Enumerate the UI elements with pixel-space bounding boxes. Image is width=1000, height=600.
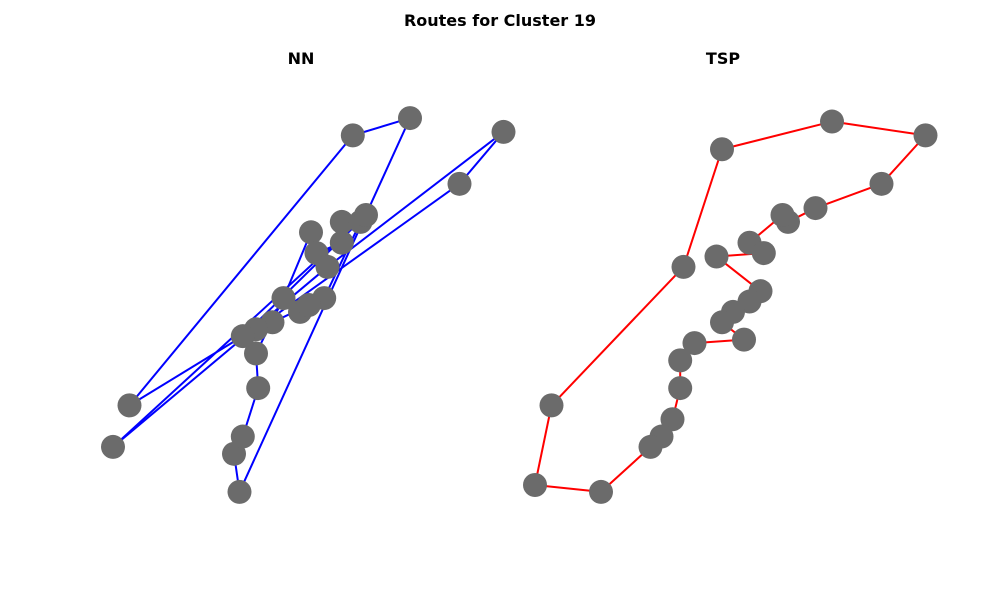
- tsp-panel-title: TSP: [706, 49, 740, 68]
- tsp-route-edge: [721, 120, 833, 151]
- nn-route-node: [271, 286, 296, 311]
- nn-route-node: [230, 324, 255, 349]
- tsp-route-node: [671, 254, 696, 279]
- nn-route-edge: [128, 335, 244, 407]
- tsp-route-node: [523, 473, 547, 497]
- tsp-route-node: [732, 327, 756, 352]
- nn-route-node: [296, 293, 321, 317]
- nn-route-node: [329, 209, 354, 234]
- tsp-route-node: [539, 393, 564, 418]
- nn-route-node: [491, 119, 516, 144]
- figure-title: Routes for Cluster 19: [404, 11, 596, 30]
- tsp-route-node: [660, 407, 685, 432]
- nn-route-edge: [112, 266, 329, 448]
- nn-route-node: [227, 479, 252, 504]
- nn-route-edge: [323, 221, 362, 299]
- tsp-route-node: [638, 434, 663, 459]
- tsp-route-node: [704, 244, 729, 269]
- tsp-route-nodes: [523, 109, 938, 504]
- tsp-route-node: [869, 171, 894, 196]
- tsp-route-node: [770, 203, 795, 227]
- tsp-route-node: [803, 196, 828, 221]
- tsp-route-edge: [682, 148, 723, 268]
- nn-route-node: [246, 376, 271, 401]
- tsp-panel: TSP: [523, 49, 938, 504]
- tsp-route-edge: [550, 266, 685, 407]
- nn-route-node: [299, 220, 323, 245]
- nn-route-node: [117, 393, 142, 418]
- nn-route-node: [244, 341, 268, 366]
- nn-route-node: [340, 123, 365, 148]
- tsp-route-node: [668, 348, 693, 373]
- nn-route-nodes: [101, 106, 516, 504]
- tsp-route-node: [913, 123, 938, 148]
- tsp-route-node: [682, 331, 707, 356]
- nn-route-node: [101, 434, 125, 459]
- tsp-route-edge: [831, 120, 926, 137]
- nn-route-node: [230, 424, 255, 449]
- nn-route-node: [447, 171, 472, 196]
- tsp-route-node: [751, 241, 776, 266]
- tsp-route-node: [710, 137, 734, 162]
- tsp-route-edge: [534, 405, 553, 486]
- nn-route-node: [329, 230, 354, 255]
- nn-panel-title: NN: [288, 49, 315, 68]
- tsp-route-node: [589, 479, 613, 504]
- tsp-route-node: [710, 310, 734, 335]
- nn-route-edge: [326, 131, 505, 268]
- nn-route-edge: [128, 134, 354, 407]
- nn-route-node: [398, 106, 422, 131]
- nn-route-node: [315, 254, 340, 279]
- tsp-route-node: [820, 109, 844, 134]
- tsp-route-node: [668, 376, 693, 401]
- nn-panel: NN: [101, 49, 516, 504]
- nn-route-node: [354, 203, 378, 227]
